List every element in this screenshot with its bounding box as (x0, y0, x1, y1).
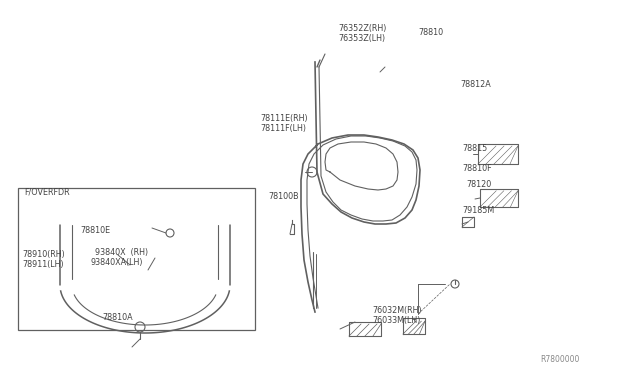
Text: 76352Z(RH): 76352Z(RH) (338, 23, 387, 32)
Text: 78111F(LH): 78111F(LH) (260, 124, 306, 132)
Text: 78911(LH): 78911(LH) (22, 260, 63, 269)
Text: 79185M: 79185M (462, 205, 494, 215)
Text: 78120: 78120 (466, 180, 492, 189)
Text: 78810: 78810 (418, 28, 443, 36)
Text: 78810F: 78810F (462, 164, 492, 173)
Text: 93840X  (RH): 93840X (RH) (95, 247, 148, 257)
Text: 76353Z(LH): 76353Z(LH) (338, 33, 385, 42)
Text: 78810E: 78810E (80, 225, 110, 234)
Text: 78815: 78815 (462, 144, 487, 153)
Bar (18, 188, 255, 330)
Text: 78810A: 78810A (102, 314, 132, 323)
Text: 76033M(LH): 76033M(LH) (372, 315, 420, 324)
Text: F/OVERFDR: F/OVERFDR (24, 187, 70, 196)
Text: 78100B: 78100B (268, 192, 299, 201)
Text: R7800000: R7800000 (541, 356, 580, 365)
Text: 76032M(RH): 76032M(RH) (372, 305, 422, 314)
Text: 93840XA(LH): 93840XA(LH) (90, 257, 143, 266)
Text: 78111E(RH): 78111E(RH) (260, 113, 308, 122)
Text: 78910(RH): 78910(RH) (22, 250, 65, 260)
Text: 78812A: 78812A (460, 80, 491, 89)
